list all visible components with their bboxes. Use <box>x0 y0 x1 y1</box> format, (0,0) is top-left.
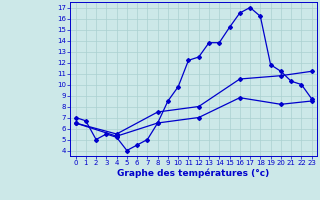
X-axis label: Graphe des températures (°c): Graphe des températures (°c) <box>117 169 270 178</box>
